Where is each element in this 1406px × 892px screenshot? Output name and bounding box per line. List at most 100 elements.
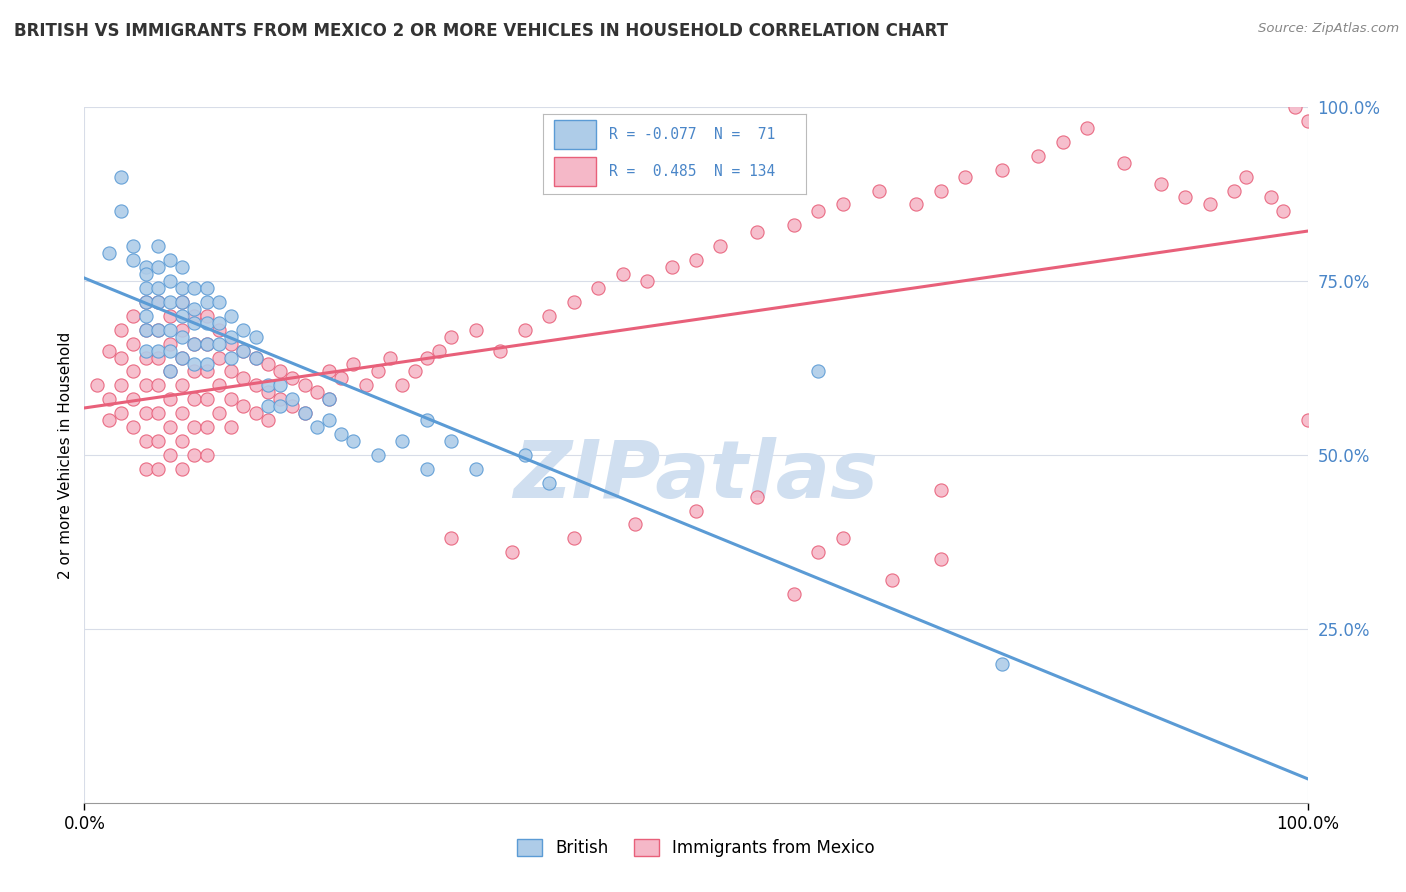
- Point: [135, 281, 157, 295]
- Point: [953, 169, 976, 184]
- Point: [122, 239, 145, 253]
- Point: [685, 253, 707, 268]
- Text: BRITISH VS IMMIGRANTS FROM MEXICO 2 OR MORE VEHICLES IN HOUSEHOLD CORRELATION CH: BRITISH VS IMMIGRANTS FROM MEXICO 2 OR M…: [14, 22, 948, 40]
- Point: [416, 351, 439, 365]
- Point: [318, 364, 340, 378]
- Point: [1284, 100, 1306, 114]
- Point: [501, 545, 523, 559]
- Point: [880, 573, 903, 587]
- Point: [219, 336, 242, 351]
- Point: [391, 378, 413, 392]
- Point: [172, 434, 194, 448]
- Point: [1223, 184, 1246, 198]
- Point: [380, 351, 402, 365]
- Point: [97, 343, 120, 358]
- Point: [1198, 197, 1220, 211]
- Point: [159, 274, 181, 288]
- Point: [294, 406, 316, 420]
- Point: [195, 336, 218, 351]
- Point: [440, 532, 463, 546]
- Legend: British, Immigrants from Mexico: British, Immigrants from Mexico: [510, 832, 882, 864]
- Point: [747, 490, 769, 504]
- Point: [404, 364, 426, 378]
- Point: [318, 392, 340, 407]
- Point: [172, 309, 194, 323]
- Point: [232, 399, 254, 413]
- Point: [257, 378, 280, 392]
- Point: [97, 413, 120, 427]
- Point: [172, 378, 194, 392]
- Point: [219, 420, 242, 434]
- Point: [1296, 413, 1319, 427]
- Point: [538, 475, 561, 490]
- Point: [869, 184, 891, 198]
- Point: [172, 294, 194, 309]
- Point: [208, 378, 231, 392]
- Point: [146, 378, 169, 392]
- Point: [208, 323, 231, 337]
- Point: [929, 552, 952, 566]
- Point: [208, 294, 231, 309]
- Point: [257, 413, 280, 427]
- Point: [330, 427, 353, 442]
- Point: [122, 420, 145, 434]
- Point: [172, 406, 194, 420]
- Point: [562, 532, 585, 546]
- Point: [172, 351, 194, 365]
- Point: [172, 351, 194, 365]
- Point: [636, 274, 658, 288]
- Point: [159, 323, 181, 337]
- Point: [159, 420, 181, 434]
- Point: [135, 309, 157, 323]
- Point: [294, 406, 316, 420]
- Point: [172, 462, 194, 476]
- Point: [219, 329, 242, 343]
- Point: [159, 294, 181, 309]
- Point: [135, 351, 157, 365]
- Point: [195, 358, 218, 372]
- Point: [110, 351, 132, 365]
- Point: [232, 343, 254, 358]
- Point: [97, 246, 120, 260]
- Point: [195, 316, 218, 330]
- Point: [146, 343, 169, 358]
- Point: [464, 323, 486, 337]
- Point: [1234, 169, 1257, 184]
- Point: [146, 281, 169, 295]
- Point: [146, 462, 169, 476]
- Point: [245, 351, 267, 365]
- Point: [172, 281, 194, 295]
- Point: [1174, 190, 1197, 204]
- Point: [135, 462, 157, 476]
- Point: [354, 378, 377, 392]
- Point: [586, 281, 609, 295]
- Point: [183, 281, 205, 295]
- Point: [1052, 135, 1074, 149]
- Point: [929, 483, 952, 497]
- Point: [135, 434, 157, 448]
- Point: [135, 343, 157, 358]
- Point: [183, 336, 205, 351]
- Point: [159, 364, 181, 378]
- Point: [122, 253, 145, 268]
- Point: [195, 294, 218, 309]
- Point: [245, 351, 267, 365]
- Point: [208, 316, 231, 330]
- Point: [110, 169, 132, 184]
- Point: [135, 294, 157, 309]
- Point: [513, 323, 536, 337]
- Point: [232, 343, 254, 358]
- Point: [195, 364, 218, 378]
- Point: [427, 343, 450, 358]
- Point: [135, 323, 157, 337]
- Point: [159, 448, 181, 462]
- Point: [489, 343, 512, 358]
- Point: [195, 281, 218, 295]
- Point: [86, 378, 108, 392]
- Point: [367, 364, 389, 378]
- Point: [195, 392, 218, 407]
- Point: [281, 392, 304, 407]
- Point: [624, 517, 647, 532]
- Point: [122, 309, 145, 323]
- Point: [183, 358, 205, 372]
